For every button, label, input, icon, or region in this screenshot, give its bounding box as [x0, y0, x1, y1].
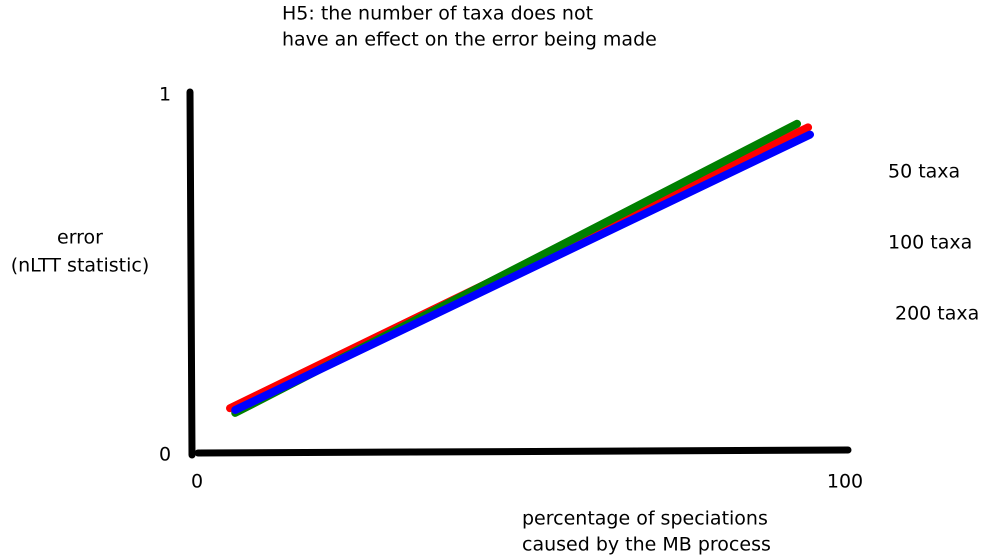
- chart-title: H5: the number of taxa does not: [282, 3, 593, 25]
- y-axis: [186, 88, 196, 459]
- x-axis: [194, 446, 852, 457]
- legend-entry: 200 taxa: [895, 303, 979, 325]
- x-tick-label: 100: [827, 471, 863, 493]
- y-tick-label: 0: [159, 444, 171, 466]
- y-axis-label: error: [57, 227, 103, 249]
- x-tick-label: 0: [191, 471, 203, 493]
- legend-entry: 50 taxa: [888, 161, 960, 183]
- series-line: [231, 130, 815, 414]
- legend-entry: 100 taxa: [888, 232, 972, 254]
- y-axis-label: (nLTT statistic): [11, 255, 150, 277]
- x-axis-label: percentage of speciations: [522, 508, 768, 530]
- y-tick-label: 1: [159, 84, 171, 106]
- chart-title: have an effect on the error being made: [282, 29, 657, 51]
- x-axis-label: caused by the MB process: [522, 534, 771, 556]
